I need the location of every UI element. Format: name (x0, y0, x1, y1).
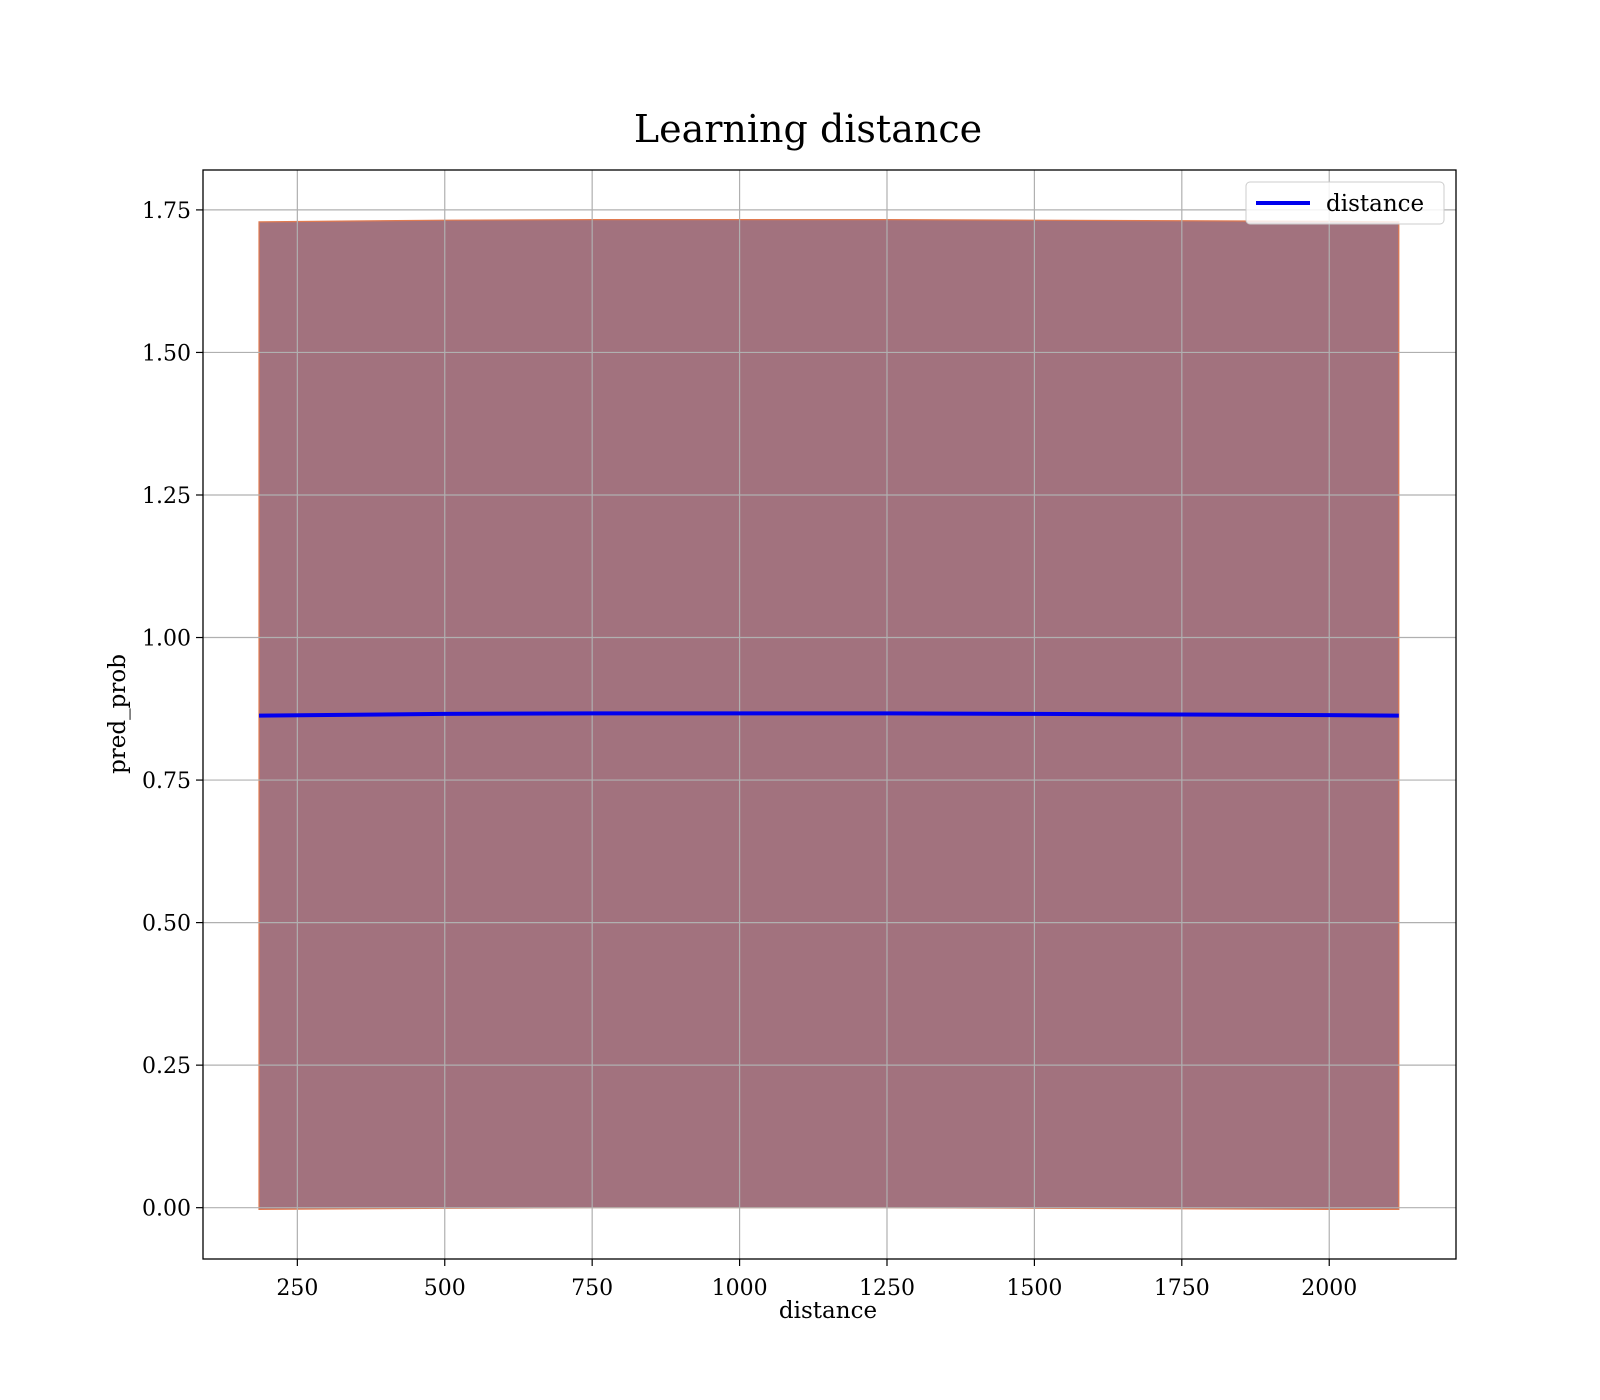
y-tick-label: 1.50 (142, 341, 191, 366)
x-tick-label: 250 (276, 1276, 318, 1301)
y-tick-label: 1.75 (142, 199, 191, 224)
y-axis-label: pred_prob (105, 654, 131, 774)
x-tick-label: 1000 (712, 1276, 768, 1301)
x-tick-label: 1500 (1006, 1276, 1062, 1301)
y-tick-label: 0.00 (142, 1197, 191, 1222)
x-tick-label: 1750 (1154, 1276, 1210, 1301)
x-tick-label: 1250 (859, 1276, 915, 1301)
y-tick-label: 0.75 (142, 769, 191, 794)
y-tick-label: 1.00 (142, 627, 191, 652)
y-tick-label: 0.25 (142, 1054, 191, 1079)
x-tick-label: 750 (571, 1276, 613, 1301)
legend-box (1245, 181, 1445, 225)
series-line-distance (258, 711, 1399, 718)
chart-title: Learning distance (634, 107, 982, 151)
axes-frame (202, 169, 1457, 1260)
x-tick-label: 2000 (1301, 1276, 1357, 1301)
x-tick-label: 500 (424, 1276, 466, 1301)
y-tick-label: 1.25 (142, 484, 191, 509)
x-axis-label: distance (779, 1298, 877, 1324)
plot-area: 250 500 750 1000 1250 1500 1750 2000 0.00 0.25 0.5… (142, 169, 1457, 1301)
y-tick-label: 0.50 (142, 912, 191, 937)
legend-label: distance (1326, 191, 1424, 217)
